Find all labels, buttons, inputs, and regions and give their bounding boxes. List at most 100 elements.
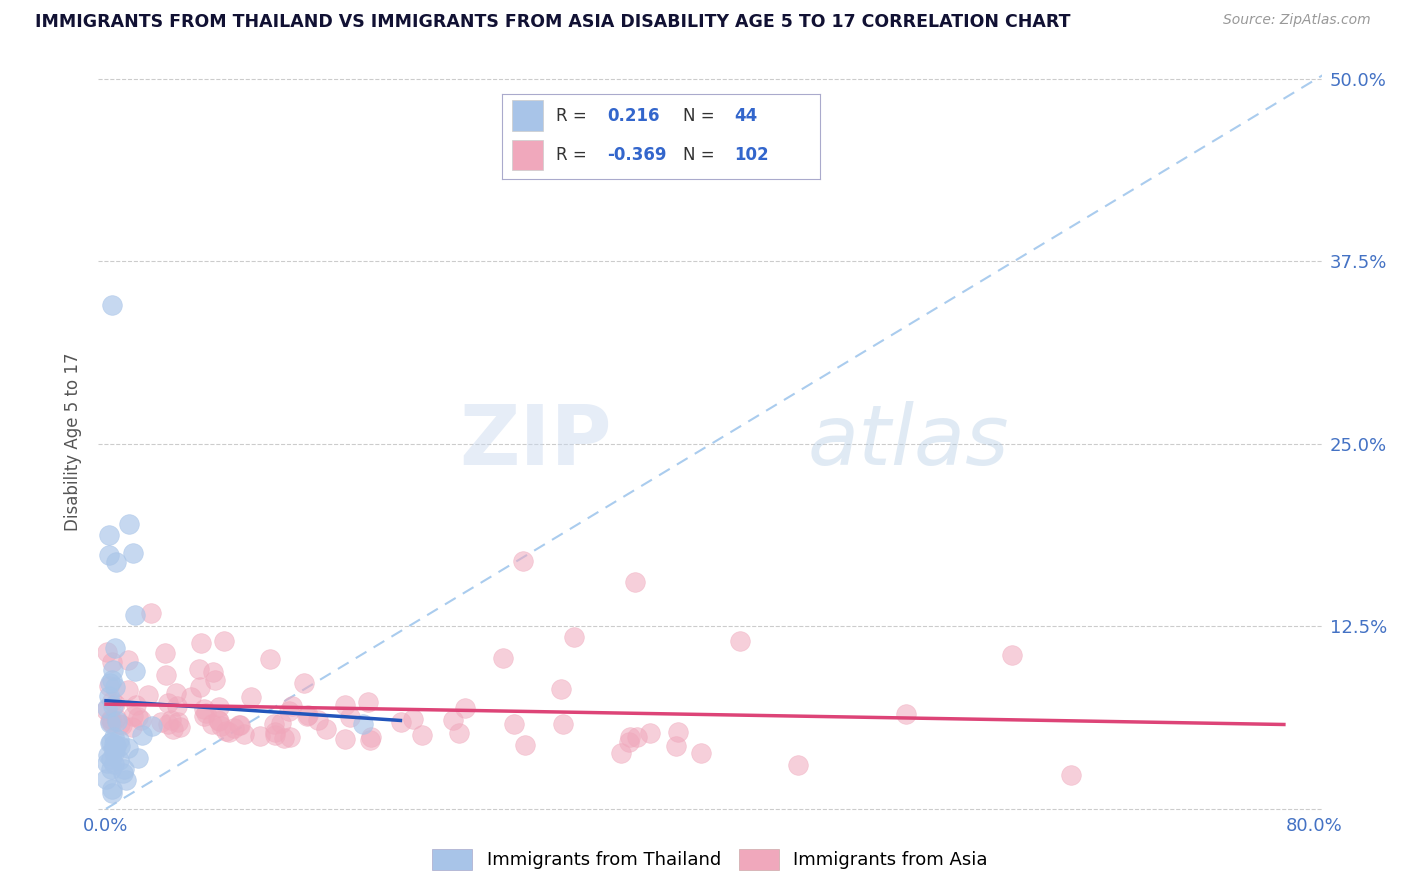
Point — [111, 718, 134, 732]
Point — [233, 727, 256, 741]
Point — [333, 698, 356, 712]
Point — [156, 697, 179, 711]
Point — [96, 756, 118, 770]
Point — [278, 704, 301, 718]
Point — [728, 633, 751, 648]
Point — [100, 762, 122, 776]
Point — [108, 733, 131, 747]
Point — [117, 652, 139, 666]
Point — [105, 714, 128, 728]
Point — [222, 721, 245, 735]
Point — [103, 756, 125, 771]
Point — [97, 747, 120, 762]
Point — [207, 713, 229, 727]
Point — [98, 736, 121, 750]
Point — [357, 695, 380, 709]
Point — [263, 717, 285, 731]
Point — [359, 733, 381, 747]
Point — [108, 753, 131, 767]
Point — [98, 676, 121, 690]
Point — [229, 717, 252, 731]
Text: Source: ZipAtlas.com: Source: ZipAtlas.com — [1223, 13, 1371, 28]
Point — [562, 630, 585, 644]
Point — [218, 724, 240, 739]
Text: ZIP: ZIP — [460, 401, 612, 482]
Point — [100, 655, 122, 669]
Point — [513, 738, 536, 752]
Point — [138, 688, 160, 702]
Point — [127, 750, 149, 764]
Point — [100, 786, 122, 800]
Point — [215, 724, 238, 739]
Text: IMMIGRANTS FROM THAILAND VS IMMIGRANTS FROM ASIA DISABILITY AGE 5 TO 17 CORRELAT: IMMIGRANTS FROM THAILAND VS IMMIGRANTS F… — [35, 13, 1070, 31]
Point — [610, 746, 633, 760]
Point — [131, 728, 153, 742]
Point — [214, 634, 236, 648]
Point — [117, 741, 139, 756]
Point — [204, 673, 226, 687]
Point — [98, 714, 121, 728]
Point — [626, 731, 648, 745]
Point — [169, 720, 191, 734]
Point — [339, 710, 361, 724]
Point — [1060, 768, 1083, 782]
Point — [273, 731, 295, 745]
Point — [441, 713, 464, 727]
Point — [307, 713, 329, 727]
Point — [157, 717, 180, 731]
Point — [787, 758, 810, 772]
Point — [105, 739, 128, 754]
Point — [105, 711, 128, 725]
Point — [108, 717, 131, 731]
Point — [454, 701, 477, 715]
Point — [153, 646, 176, 660]
Point — [187, 662, 209, 676]
Point — [297, 707, 319, 722]
Point — [117, 516, 139, 531]
Point — [503, 717, 526, 731]
Point — [121, 720, 143, 734]
Point — [96, 645, 118, 659]
Point — [108, 739, 131, 753]
Point — [167, 714, 190, 729]
Point — [104, 555, 127, 569]
Point — [263, 728, 285, 742]
Point — [127, 709, 149, 723]
Point — [188, 681, 211, 695]
Point — [162, 722, 184, 736]
Point — [97, 679, 120, 693]
Point — [96, 701, 118, 715]
Point — [150, 714, 173, 729]
Point — [141, 606, 163, 620]
Point — [96, 772, 118, 786]
Point — [389, 714, 412, 729]
Point — [447, 725, 470, 739]
Point — [209, 718, 232, 732]
Point — [103, 746, 125, 760]
Point — [249, 729, 271, 743]
Point — [101, 693, 124, 707]
Point — [155, 668, 177, 682]
Point — [103, 664, 125, 678]
Point — [141, 719, 163, 733]
Point — [360, 730, 382, 744]
Legend: Immigrants from Thailand, Immigrants from Asia: Immigrants from Thailand, Immigrants fro… — [425, 841, 995, 877]
Point — [665, 739, 688, 754]
Point — [159, 713, 181, 727]
Point — [97, 689, 120, 703]
Point — [112, 762, 135, 776]
Point — [122, 546, 145, 560]
Point — [201, 717, 224, 731]
Point — [131, 714, 153, 728]
Point — [411, 728, 433, 742]
Point — [259, 652, 281, 666]
Point — [623, 575, 645, 590]
Point — [208, 700, 231, 714]
Point — [335, 732, 357, 747]
Point — [553, 716, 575, 731]
Point — [190, 635, 212, 649]
Point — [896, 706, 918, 721]
Point — [121, 709, 143, 723]
Y-axis label: Disability Age 5 to 17: Disability Age 5 to 17 — [65, 352, 83, 531]
Point — [228, 718, 250, 732]
